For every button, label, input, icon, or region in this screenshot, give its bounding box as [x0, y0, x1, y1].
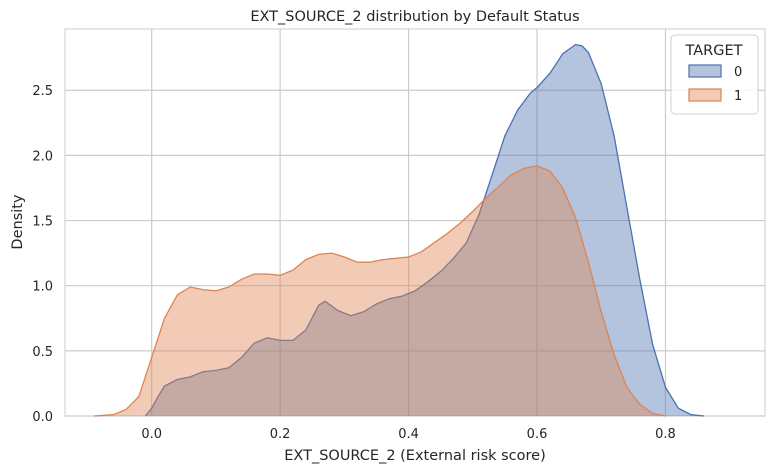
- chart-title: EXT_SOURCE_2 distribution by Default Sta…: [250, 9, 579, 25]
- y-tick-label: 1.5: [32, 215, 53, 230]
- y-tick-label: 1.0: [32, 280, 53, 295]
- density-line-0: [144, 43, 705, 417]
- x-axis-ticks: 0.0 0.2 0.4 0.6 0.8: [141, 427, 675, 442]
- legend-label-1: 1: [734, 89, 742, 104]
- legend: TARGET 0 1: [670, 34, 759, 115]
- y-tick-label: 0.0: [32, 410, 53, 425]
- density-area-1: [93, 165, 666, 416]
- x-tick-label: 0.8: [655, 427, 676, 442]
- legend-frame: [670, 34, 759, 115]
- x-tick-label: 0.6: [527, 427, 548, 442]
- y-tick-label: 2.0: [32, 149, 53, 164]
- x-tick-label: 0.4: [398, 427, 419, 442]
- x-tick-label: 0.2: [270, 427, 291, 442]
- density-line-1: [93, 165, 666, 417]
- y-tick-label: 2.5: [32, 84, 53, 99]
- x-tick-label: 0.0: [141, 427, 162, 442]
- y-tick-label: 0.5: [32, 345, 53, 360]
- legend-swatch-1: [688, 88, 722, 102]
- legend-label-0: 0: [734, 65, 742, 80]
- density-areas: [93, 43, 705, 417]
- density-area-0: [145, 44, 705, 416]
- legend-title: TARGET: [685, 43, 743, 59]
- plot-area: [64, 28, 766, 417]
- y-axis-label: Density: [10, 194, 26, 250]
- legend-swatch-0: [688, 64, 722, 78]
- grid-lines: [65, 29, 765, 417]
- x-axis-label: EXT_SOURCE_2 (External risk score): [284, 448, 546, 464]
- y-axis-ticks: 0.0 0.5 1.0 1.5 2.0 2.5: [32, 84, 53, 425]
